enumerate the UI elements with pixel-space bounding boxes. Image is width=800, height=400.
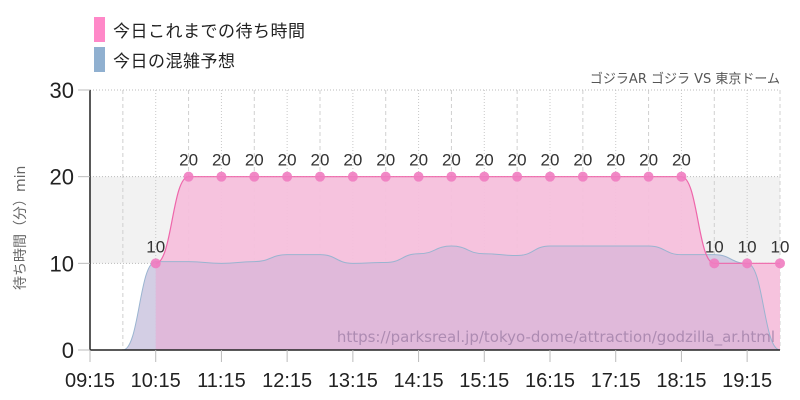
data-point[interactable] bbox=[742, 258, 753, 269]
data-label: 20 bbox=[672, 151, 691, 170]
data-point[interactable] bbox=[150, 258, 161, 269]
data-label: 20 bbox=[245, 151, 264, 170]
data-label: 20 bbox=[179, 151, 198, 170]
watermark: https://parksreal.jp/tokyo-dome/attracti… bbox=[337, 328, 775, 347]
data-label: 10 bbox=[771, 237, 790, 256]
data-label: 20 bbox=[541, 151, 560, 170]
data-label: 20 bbox=[606, 151, 625, 170]
data-point[interactable] bbox=[709, 258, 720, 269]
data-point[interactable] bbox=[347, 171, 358, 182]
legend-label-actual: 今日これまでの待ち時間 bbox=[113, 21, 306, 42]
legend-item-actual[interactable]: 今日これまでの待ち時間 bbox=[94, 14, 306, 44]
forecast-overlay bbox=[90, 245, 781, 351]
x-tick-label: 15:15 bbox=[459, 370, 509, 392]
chart-subtitle: ゴジラAR ゴジラ VS 東京ドーム bbox=[589, 72, 780, 87]
y-tick-label: 20 bbox=[50, 165, 74, 190]
actual-area bbox=[155, 176, 780, 350]
x-tick-label: 16:15 bbox=[525, 370, 575, 392]
data-label: 10 bbox=[738, 237, 757, 256]
data-point[interactable] bbox=[577, 171, 588, 182]
data-point[interactable] bbox=[282, 171, 293, 182]
data-label: 20 bbox=[212, 151, 231, 170]
x-tick-label: 12:15 bbox=[262, 370, 312, 392]
y-tick-label: 0 bbox=[62, 338, 74, 363]
data-point[interactable] bbox=[676, 171, 687, 182]
data-label: 20 bbox=[508, 151, 527, 170]
x-tick-label: 11:15 bbox=[197, 370, 246, 392]
data-point[interactable] bbox=[183, 171, 194, 182]
legend-swatch-forecast bbox=[94, 46, 105, 72]
data-point[interactable] bbox=[512, 171, 523, 182]
x-tick-label: 09:15 bbox=[65, 370, 115, 392]
data-point[interactable] bbox=[479, 171, 490, 182]
data-label: 20 bbox=[343, 151, 362, 170]
data-label: 10 bbox=[705, 237, 724, 256]
data-label: 20 bbox=[278, 151, 297, 170]
data-point[interactable] bbox=[643, 171, 654, 182]
data-label: 20 bbox=[442, 151, 461, 170]
x-tick-label: 14:15 bbox=[394, 370, 444, 392]
data-point[interactable] bbox=[775, 258, 785, 269]
legend: 今日これまでの待ち時間 今日の混雑予想 bbox=[94, 14, 306, 74]
data-point[interactable] bbox=[216, 171, 227, 182]
data-point[interactable] bbox=[249, 171, 260, 182]
data-label: 20 bbox=[475, 151, 494, 170]
data-label: 20 bbox=[311, 151, 330, 170]
data-point[interactable] bbox=[315, 171, 325, 182]
data-point[interactable] bbox=[545, 171, 555, 182]
y-tick-label: 10 bbox=[50, 251, 74, 276]
data-label: 20 bbox=[639, 151, 658, 170]
x-tick-label: 17:15 bbox=[591, 370, 641, 392]
data-label: 20 bbox=[376, 151, 395, 170]
x-tick-label: 18:15 bbox=[656, 370, 706, 392]
data-label: 20 bbox=[573, 151, 592, 170]
data-point[interactable] bbox=[380, 171, 391, 182]
x-tick-label: 19:15 bbox=[722, 370, 772, 392]
x-tick-label: 10:15 bbox=[131, 370, 181, 392]
data-label: 20 bbox=[409, 151, 428, 170]
legend-item-forecast[interactable]: 今日の混雑予想 bbox=[94, 44, 306, 74]
data-point[interactable] bbox=[610, 171, 621, 182]
data-point[interactable] bbox=[413, 171, 424, 182]
data-label: 10 bbox=[146, 237, 165, 256]
x-tick-label: 13:15 bbox=[328, 370, 378, 392]
data-point[interactable] bbox=[446, 171, 457, 182]
legend-label-forecast: 今日の混雑予想 bbox=[113, 51, 236, 72]
y-tick-label: 30 bbox=[50, 78, 74, 103]
legend-swatch-actual bbox=[94, 16, 105, 42]
